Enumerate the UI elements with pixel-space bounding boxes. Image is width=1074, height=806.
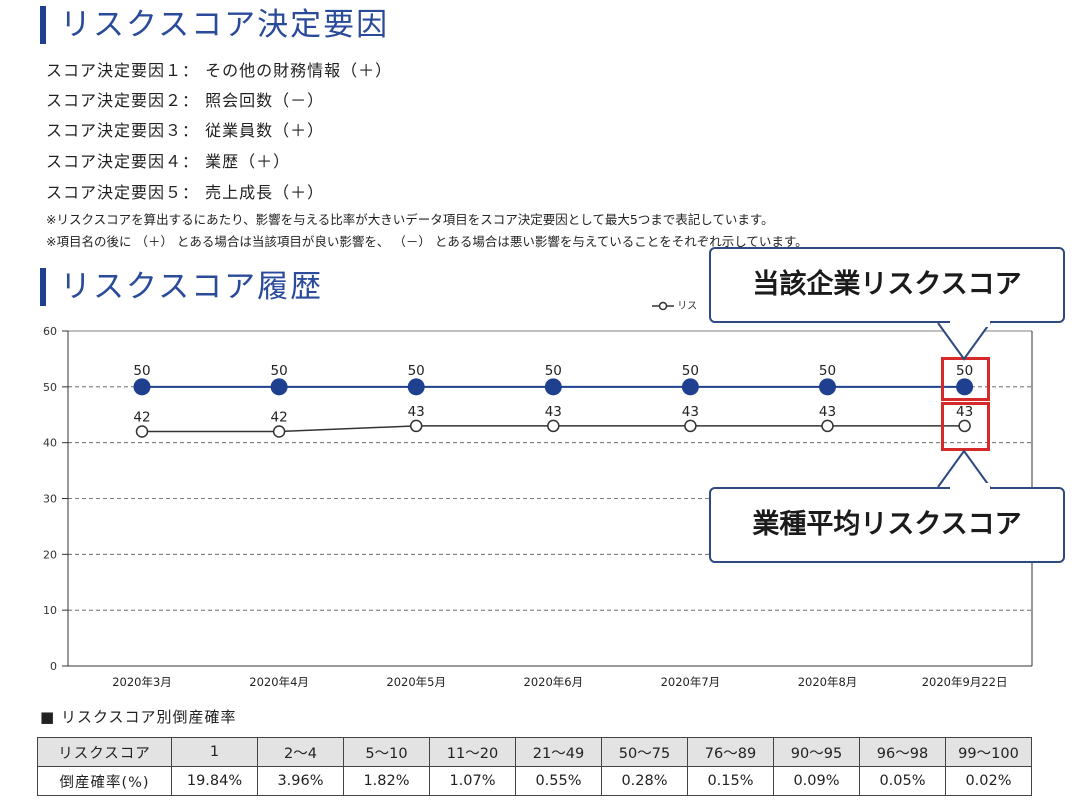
bankruptcy-rate: 0.28%	[601, 766, 688, 796]
x-tick-label: 2020年4月	[249, 675, 309, 689]
score-range: 11～20	[429, 737, 516, 767]
factor-1: スコア決定要因１： その他の財務情報（＋）	[46, 61, 393, 80]
score-range: 76～89	[687, 737, 774, 767]
risk-factors-title: リスクスコア決定要因	[40, 6, 389, 44]
score-range: 5～10	[343, 737, 430, 767]
note-2: ※項目名の後に （＋） とある場合は当該項目が良い影響を、 （－） とある場合は…	[46, 234, 808, 249]
company-score-label: 50	[271, 363, 288, 379]
x-tick-label: 2020年7月	[661, 675, 721, 689]
callout-pointer-bottom	[937, 449, 991, 489]
callout-pointer-top-cover	[950, 319, 990, 327]
factor-2: スコア決定要因２： 照会回数（－）	[46, 91, 325, 110]
bankruptcy-rate: 19.84%	[171, 766, 258, 796]
company-score-point	[270, 378, 288, 396]
company-score-point	[819, 378, 836, 396]
bankruptcy-rate: 0.05%	[859, 766, 946, 796]
industry-score-point	[958, 419, 971, 433]
industry-score-label: 43	[819, 404, 836, 420]
table-row-label: 倒産確率(%)	[37, 766, 172, 796]
risk-history-title: リスクスコア履歴	[40, 268, 323, 306]
industry-score-point	[272, 425, 286, 438]
company-score-label: 50	[408, 363, 425, 379]
bankruptcy-rate: 3.96%	[257, 766, 344, 796]
industry-score-label: 43	[545, 404, 562, 420]
industry-score-label: 42	[271, 410, 288, 426]
x-tick-label: 2020年3月	[112, 675, 172, 689]
y-tick-label: 20	[43, 548, 57, 561]
company-score-point	[681, 378, 699, 396]
chart-legend: リス	[652, 297, 697, 312]
y-tick-label: 50	[43, 381, 57, 394]
score-range: 2～4	[257, 737, 344, 767]
factor-4: スコア決定要因４： 業歴（＋）	[46, 152, 291, 171]
industry-score-point	[547, 419, 560, 433]
y-tick-label: 40	[43, 437, 57, 450]
company-score-point	[956, 378, 974, 396]
callout-pointer-bottom-cover	[950, 483, 990, 491]
company-score-point	[133, 378, 151, 396]
y-tick-label: 0	[50, 660, 57, 673]
bankruptcy-rate: 1.82%	[343, 766, 430, 796]
industry-score-point	[409, 419, 423, 433]
company-score-point	[407, 378, 425, 396]
table-row: 倒産確率(%) 19.84% 3.96% 1.82% 1.07% 0.55% 0…	[37, 766, 1032, 796]
company-score-label: 50	[545, 363, 562, 379]
x-tick-label: 2020年8月	[798, 675, 858, 689]
bankruptcy-rate: 0.02%	[945, 766, 1032, 796]
note-1: ※リスクスコアを算出するにあたり、影響を与える比率が大きいデータ項目をスコア決定…	[46, 212, 774, 227]
company-score-label: 50	[682, 363, 699, 379]
score-range: 90～95	[773, 737, 860, 767]
company-score-label: 50	[956, 363, 973, 379]
score-range: 50～75	[601, 737, 688, 767]
risk-score-chart: 0 10 20 30 40 50 60 2020年3月 2020年4月 2020年5月 2020年6…	[43, 325, 1033, 689]
x-tick-label: 2020年5月	[386, 675, 446, 689]
company-score-point	[544, 378, 562, 396]
score-range: 1	[171, 737, 258, 767]
y-tick-label: 10	[43, 604, 57, 617]
x-tick-label: 2020年9月22日	[922, 675, 1008, 689]
industry-score-label: 43	[682, 404, 699, 420]
industry-score-label: 43	[956, 404, 973, 420]
legend-label: リス	[677, 301, 698, 312]
legend-marker-icon	[652, 301, 674, 311]
company-score-callout: 当該企業リスクスコア	[709, 247, 1065, 323]
company-score-highlight	[941, 357, 990, 401]
probability-table-caption: ■ リスクスコア別倒産確率	[40, 708, 237, 726]
score-range: 96～98	[859, 737, 946, 767]
factor-5: スコア決定要因５： 売上成長（＋）	[46, 183, 325, 202]
industry-score-callout: 業種平均リスクスコア	[709, 487, 1065, 563]
y-tick-label: 30	[43, 493, 57, 506]
industry-score-label: 42	[133, 410, 150, 426]
x-tick-label: 2020年6月	[524, 675, 584, 689]
score-range: 99～100	[945, 737, 1032, 767]
company-score-label: 50	[819, 363, 836, 379]
bankruptcy-rate: 0.55%	[515, 766, 602, 796]
bankruptcy-rate: 1.07%	[429, 766, 516, 796]
table-header-row: リスクスコア 1 2～4 5～10 11～20 21～49 50～75 76～8…	[37, 737, 1032, 767]
callout-pointer-top	[937, 321, 991, 361]
bankruptcy-rate: 0.15%	[687, 766, 774, 796]
y-tick-label: 60	[43, 325, 57, 338]
bankruptcy-rate: 0.09%	[773, 766, 860, 796]
company-score-label: 50	[133, 363, 150, 379]
industry-score-label: 43	[408, 404, 425, 420]
industry-score-highlight	[941, 402, 990, 451]
factor-3: スコア決定要因３： 従業員数（＋）	[46, 121, 325, 140]
table-header-label: リスクスコア	[37, 737, 172, 767]
industry-score-point	[684, 419, 697, 433]
industry-score-point	[821, 419, 834, 433]
industry-score-point	[135, 425, 149, 438]
probability-table: リスクスコア 1 2～4 5～10 11～20 21～49 50～75 76～8…	[37, 737, 1032, 796]
score-range: 21～49	[515, 737, 602, 767]
